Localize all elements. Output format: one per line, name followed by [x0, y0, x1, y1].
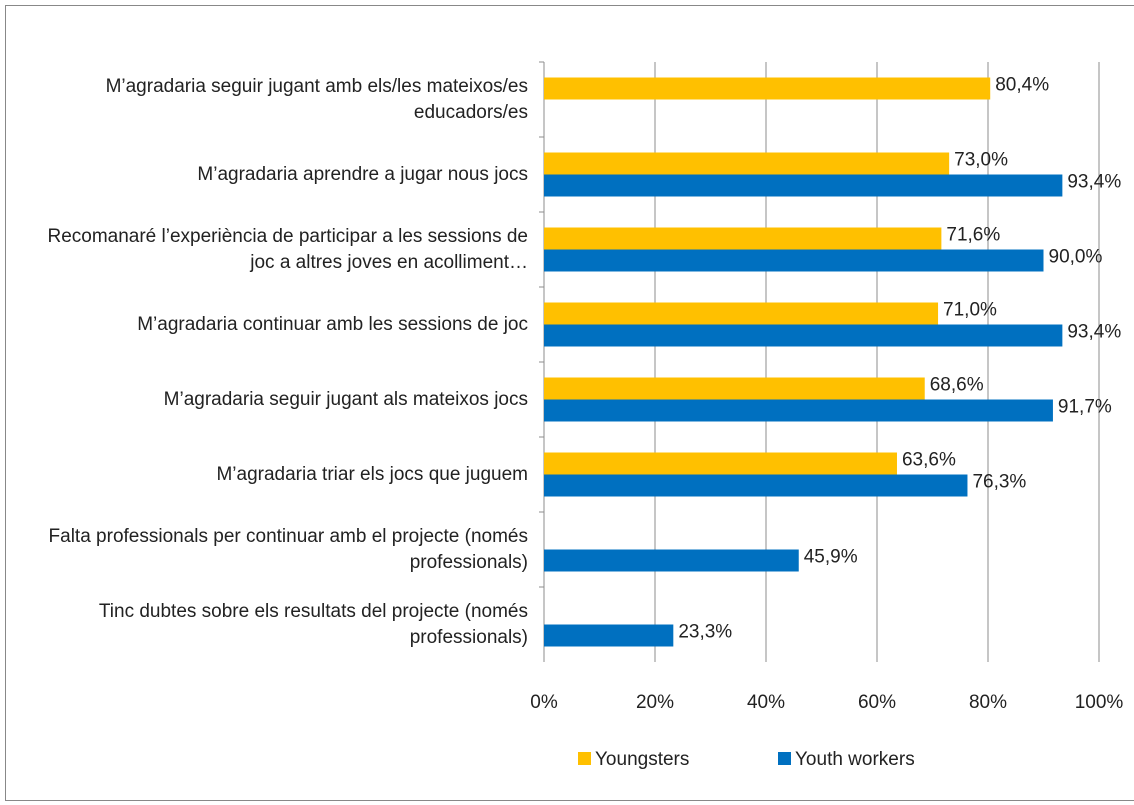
y-tick-label: M’agradaria seguir jugant als mateixos j… — [163, 388, 528, 410]
bar — [544, 249, 1044, 272]
data-label: 76,3% — [972, 472, 1026, 493]
bar — [544, 474, 968, 497]
y-tick-label: Tinc dubtes sobre els resultats del proj… — [98, 600, 528, 648]
data-label: 93,4% — [1067, 172, 1121, 193]
y-tick-label: M’agradaria continuar amb les sessions d… — [137, 313, 528, 335]
bar — [544, 152, 950, 175]
legend-label: Youngsters — [595, 749, 689, 770]
data-label: 68,6% — [930, 375, 984, 396]
y-tick-label: Recomanaré l’experiència de participar a… — [47, 225, 528, 273]
data-label: 63,6% — [902, 450, 956, 471]
bar — [544, 377, 925, 400]
bar — [544, 324, 1063, 347]
x-tick-label: 40% — [747, 692, 785, 713]
data-label: 80,4% — [995, 75, 1049, 96]
bar — [544, 452, 897, 475]
x-tick-label: 20% — [636, 692, 674, 713]
data-label: 23,3% — [678, 622, 732, 643]
data-label: 45,9% — [804, 547, 858, 568]
y-tick-label: M’agradaria triar els jocs que juguem — [216, 463, 528, 485]
data-label: 73,0% — [954, 150, 1008, 171]
data-label: 71,6% — [946, 225, 1000, 246]
data-label: 91,7% — [1058, 397, 1112, 418]
y-tick-label: M’agradaria seguir jugant amb els/les ma… — [105, 75, 528, 123]
bar — [544, 302, 939, 325]
x-tick-label: 100% — [1075, 692, 1124, 713]
bar — [544, 624, 674, 647]
x-tick-label: 80% — [969, 692, 1007, 713]
x-tick-label: 0% — [530, 692, 558, 713]
bar — [544, 399, 1053, 422]
legend-swatch — [578, 752, 591, 765]
data-label: 93,4% — [1067, 322, 1121, 343]
bar — [544, 549, 799, 572]
legend-swatch — [778, 752, 791, 765]
y-tick-label: Falta professionals per continuar amb el… — [48, 525, 528, 573]
bar — [544, 77, 991, 100]
x-tick-label: 60% — [858, 692, 896, 713]
y-tick-label: M’agradaria aprendre a jugar nous jocs — [197, 163, 528, 185]
bar — [544, 174, 1063, 197]
bar — [544, 227, 942, 250]
chart-frame — [5, 5, 1134, 801]
legend-label: Youth workers — [795, 749, 915, 770]
data-label: 71,0% — [943, 300, 997, 321]
data-label: 90,0% — [1049, 247, 1103, 268]
